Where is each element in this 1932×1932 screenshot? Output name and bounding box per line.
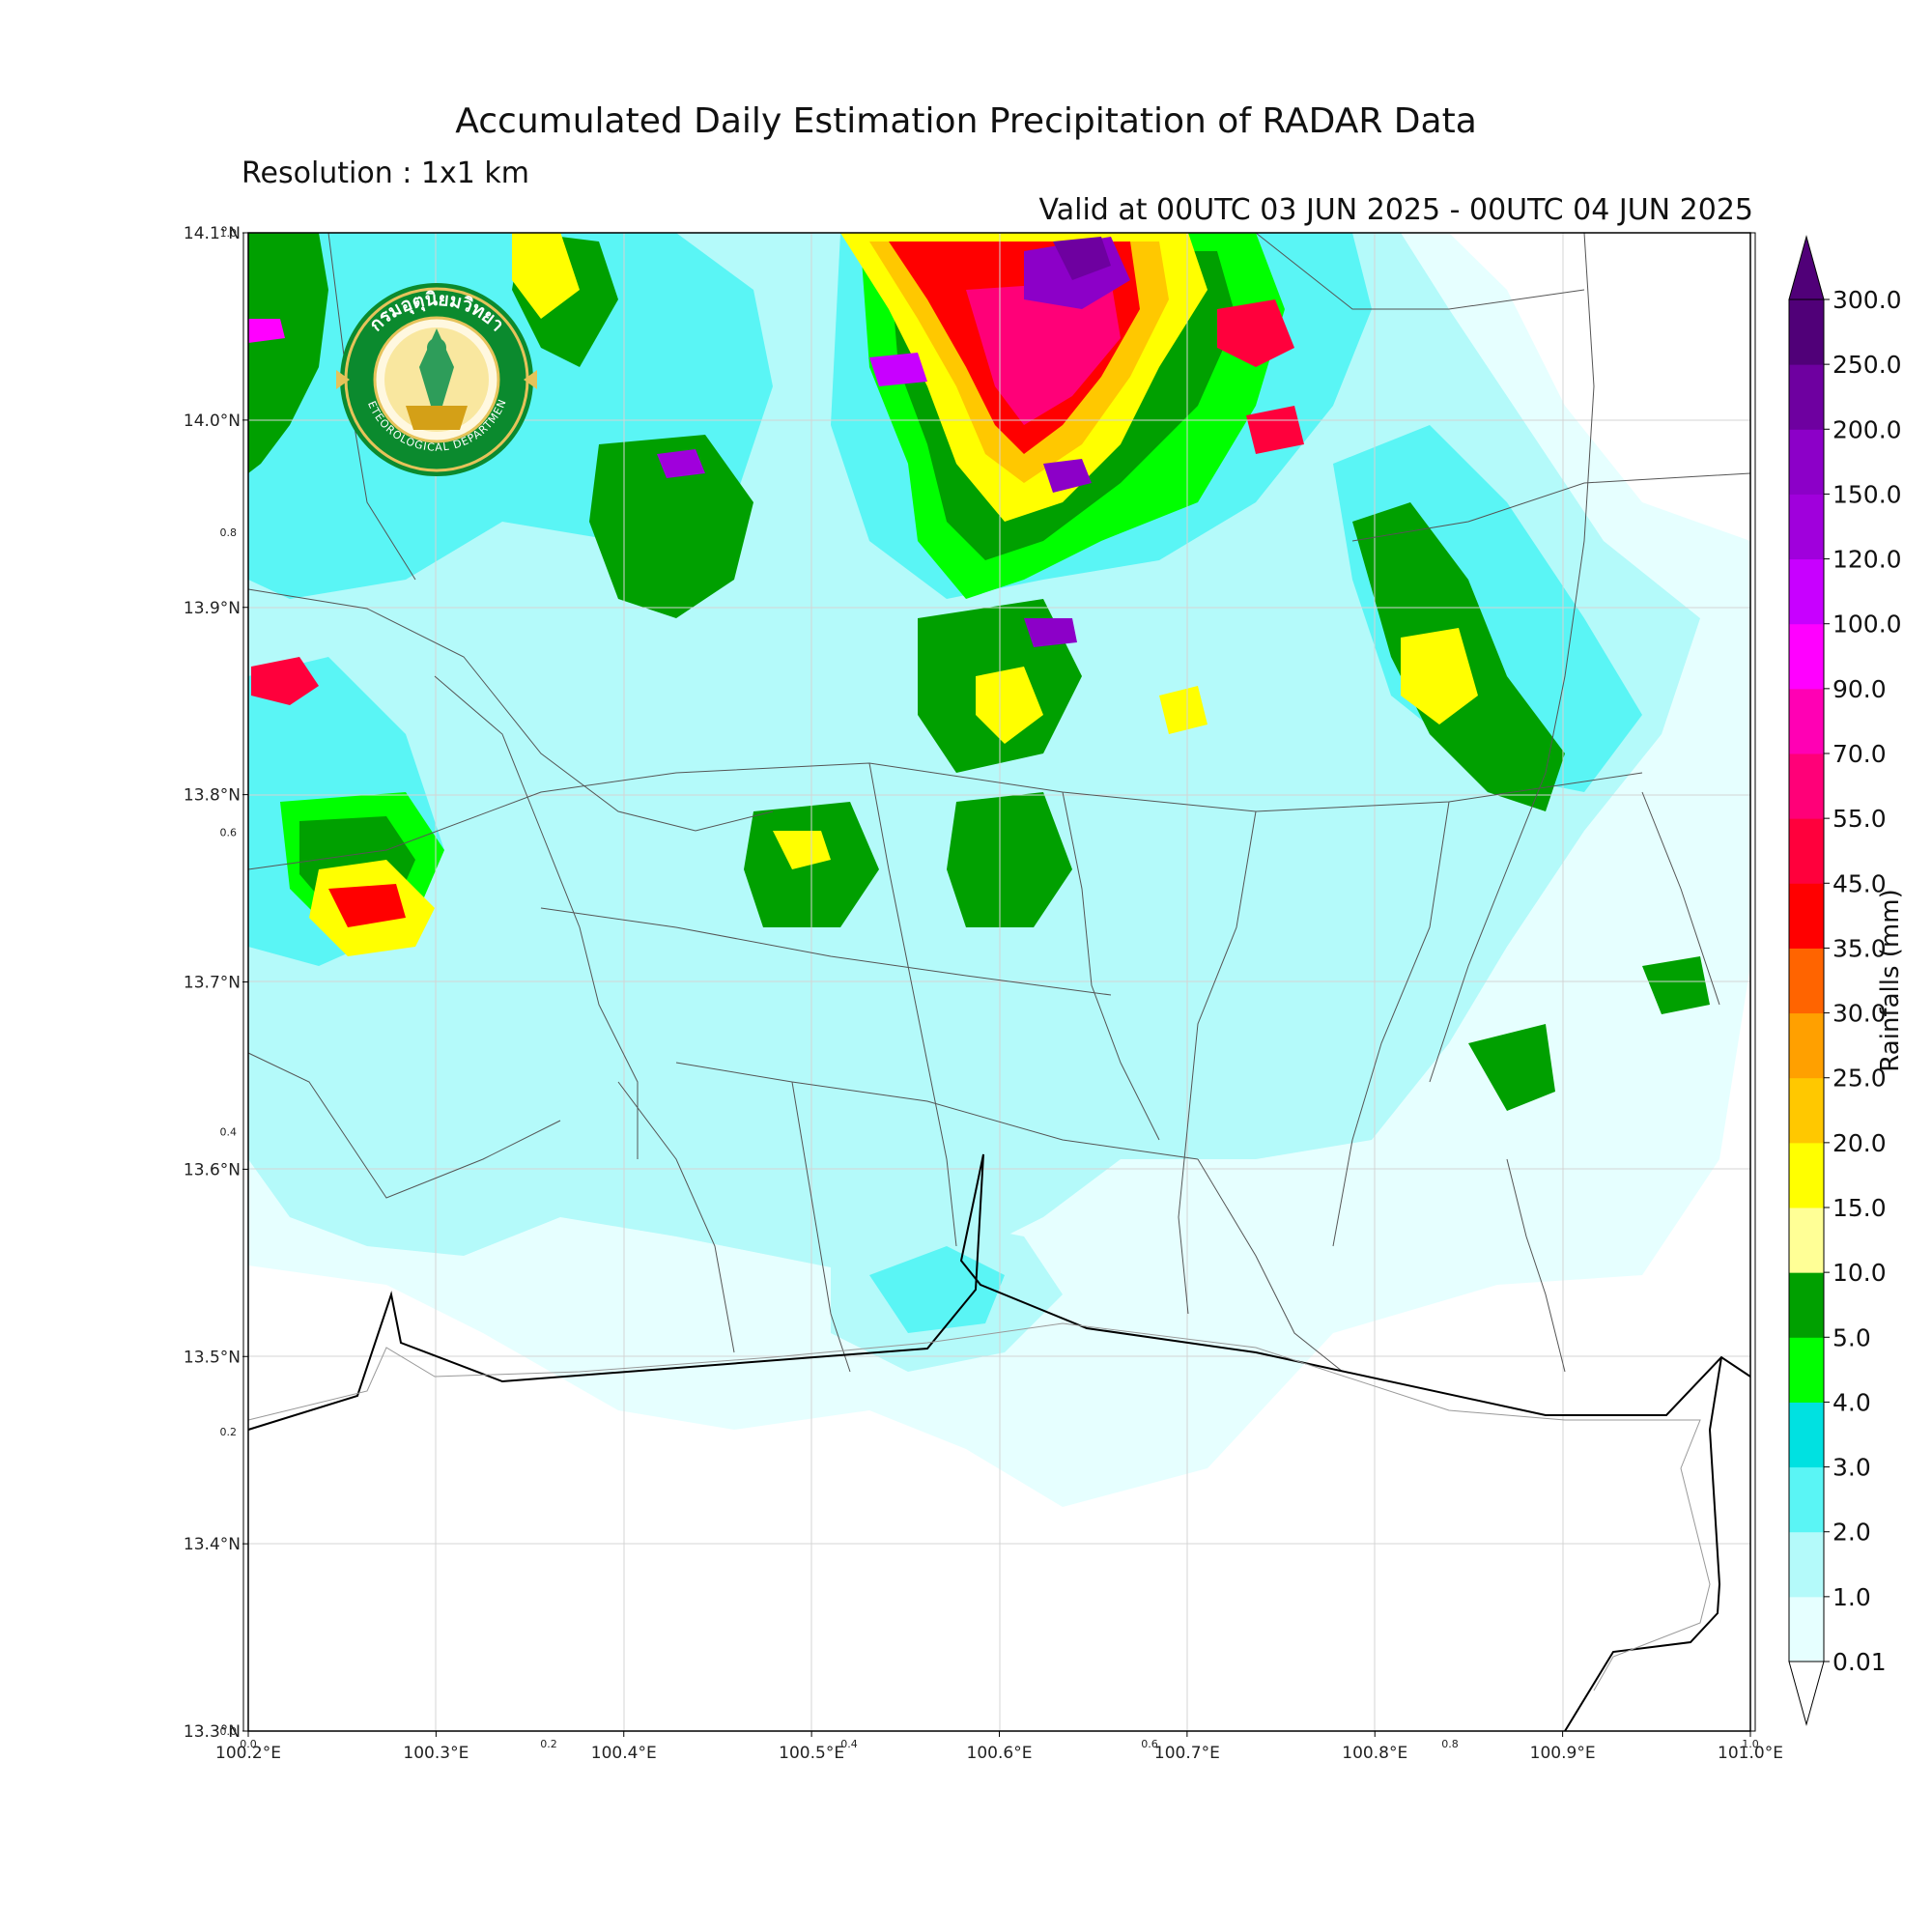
colorbar-level-label: 55.0 bbox=[1833, 805, 1887, 833]
colorbar-segment bbox=[1789, 1337, 1824, 1403]
colorbar-segment bbox=[1789, 818, 1824, 884]
colorbar-level-label: 5.0 bbox=[1833, 1323, 1871, 1351]
minor-y-tick-label: 1.0 bbox=[220, 227, 238, 240]
resolution-label: Resolution : 1x1 km bbox=[242, 156, 529, 190]
colorbar-level-label: 250.0 bbox=[1833, 351, 1902, 379]
lon-tick-label: 100.3°E bbox=[403, 1744, 469, 1763]
colorbar-level-label: 90.0 bbox=[1833, 675, 1887, 703]
map-title: Accumulated Daily Estimation Precipitati… bbox=[455, 101, 1477, 141]
colorbar-level-label: 10.0 bbox=[1833, 1259, 1887, 1287]
gridlines bbox=[248, 233, 1750, 1731]
colorbar-segment bbox=[1789, 1142, 1824, 1208]
colorbar-segment bbox=[1789, 558, 1824, 625]
colorbar-segment bbox=[1789, 1596, 1824, 1662]
lon-tick-label: 100.4°E bbox=[591, 1744, 657, 1763]
colorbar-level-label: 3.0 bbox=[1833, 1454, 1871, 1482]
colorbar-segment bbox=[1789, 1531, 1824, 1598]
minor-y-tick-label: 0.6 bbox=[220, 826, 238, 838]
colorbar-segment bbox=[1789, 429, 1824, 495]
minor-y-tick-label: 0.2 bbox=[220, 1426, 238, 1438]
colorbar-min-extension bbox=[1788, 1661, 1825, 1726]
colorbar-segment bbox=[1789, 1466, 1824, 1533]
colorbar-level-label: 0.01 bbox=[1833, 1648, 1887, 1676]
colorbar-level-label: 70.0 bbox=[1833, 740, 1887, 768]
minor-y-tick-label: 0.8 bbox=[220, 526, 238, 539]
colorbar-segment bbox=[1789, 1077, 1824, 1144]
colorbar-segment bbox=[1789, 364, 1824, 430]
minor-x-tick-label: 0.0 bbox=[240, 1738, 257, 1750]
colorbar-level-label: 150.0 bbox=[1833, 480, 1902, 508]
colorbar-level-label: 1.0 bbox=[1833, 1583, 1871, 1611]
minor-y-tick-label: 0.0 bbox=[220, 1725, 238, 1738]
minor-x-tick-label: 0.6 bbox=[1141, 1738, 1158, 1750]
lat-tick-label: 14.1°N bbox=[184, 224, 241, 243]
lat-tick-label: 13.3°N bbox=[184, 1722, 241, 1742]
colorbar-segment bbox=[1789, 1402, 1824, 1468]
colorbar-segment bbox=[1789, 1012, 1824, 1079]
district-boundaries bbox=[247, 232, 1751, 1373]
colorbar-segment bbox=[1789, 623, 1824, 690]
colorbar-level-label: 4.0 bbox=[1833, 1388, 1871, 1416]
minor-x-tick-label: 1.0 bbox=[1742, 1738, 1759, 1750]
lon-tick-label: 100.6°E bbox=[967, 1744, 1033, 1763]
lat-tick-label: 13.8°N bbox=[184, 786, 241, 806]
colorbar-level-label: 2.0 bbox=[1833, 1519, 1871, 1547]
colorbar-segment bbox=[1789, 1272, 1824, 1338]
colorbar-segment bbox=[1789, 948, 1824, 1014]
colorbar-level-label: 30.0 bbox=[1833, 1000, 1887, 1028]
lat-tick-label: 13.5°N bbox=[184, 1348, 241, 1367]
lat-tick-label: 13.7°N bbox=[184, 974, 241, 993]
lat-tick-label: 13.4°N bbox=[184, 1535, 241, 1554]
colorbar-level-label: 15.0 bbox=[1833, 1194, 1887, 1222]
lon-tick-label: 100.8°E bbox=[1342, 1744, 1407, 1763]
minor-x-tick-label: 0.2 bbox=[540, 1738, 557, 1750]
lat-tick-label: 13.9°N bbox=[184, 599, 241, 618]
latitude-tick-labels: 13.3°N 13.4°N 13.5°N 13.6°N 13.7°N 13.8°N 13.9… bbox=[184, 224, 248, 1742]
minor-tick-labels: 0.0 0.2 0.4 0.6 0.8 1.0 0.0 0.2 0.4 0.6 0.8 1.0 bbox=[220, 227, 1759, 1750]
colorbar-level-label: 45.0 bbox=[1833, 869, 1887, 897]
rainfall-colorbar: 0.01 1.0 2.0 3.0 4.0 5.0 10.0 15.0 20.0 25.0 30.0 3… bbox=[1788, 235, 1902, 1726]
colorbar-segment bbox=[1789, 299, 1824, 365]
minor-y-tick-label: 0.4 bbox=[220, 1126, 238, 1139]
colorbar-level-label: 20.0 bbox=[1833, 1129, 1887, 1157]
colorbar-max-extension bbox=[1788, 235, 1825, 300]
lon-tick-label: 100.5°E bbox=[779, 1744, 844, 1763]
colorbar-level-label: 200.0 bbox=[1833, 415, 1902, 443]
lon-tick-label: 100.7°E bbox=[1154, 1744, 1220, 1763]
colorbar-level-label: 300.0 bbox=[1833, 286, 1902, 314]
lon-tick-label: 100.2°E bbox=[215, 1744, 281, 1763]
colorbar-level-label: 120.0 bbox=[1833, 546, 1902, 574]
colorbar-title: Rainfalls (mm) bbox=[1876, 889, 1905, 1071]
coastline bbox=[247, 1153, 1751, 1732]
colorbar-frame bbox=[1788, 298, 1825, 1662]
lat-tick-label: 13.6°N bbox=[184, 1160, 241, 1179]
colorbar-segment bbox=[1789, 688, 1824, 754]
lon-tick-label: 101.0°E bbox=[1718, 1744, 1783, 1763]
colorbar-segment bbox=[1789, 494, 1824, 560]
lon-tick-label: 100.9°E bbox=[1530, 1744, 1596, 1763]
minor-x-tick-label: 0.8 bbox=[1441, 1738, 1459, 1750]
colorbar-level-label: 25.0 bbox=[1833, 1065, 1887, 1093]
colorbar-segment bbox=[1789, 753, 1824, 819]
valid-period-label: Valid at 00UTC 03 JUN 2025 - 00UTC 04 JU… bbox=[1038, 193, 1753, 227]
lat-tick-label: 14.0°N bbox=[184, 412, 241, 431]
minor-x-tick-label: 0.4 bbox=[840, 1738, 858, 1750]
colorbar-level-label: 100.0 bbox=[1833, 611, 1902, 639]
colorbar-segment bbox=[1789, 883, 1824, 949]
longitude-tick-labels: 100.2°E 100.3°E 100.4°E 100.5°E 100.6°E 100.7… bbox=[215, 1731, 1783, 1763]
colorbar-segment bbox=[1789, 1208, 1824, 1273]
colorbar-level-label: 35.0 bbox=[1833, 934, 1887, 962]
